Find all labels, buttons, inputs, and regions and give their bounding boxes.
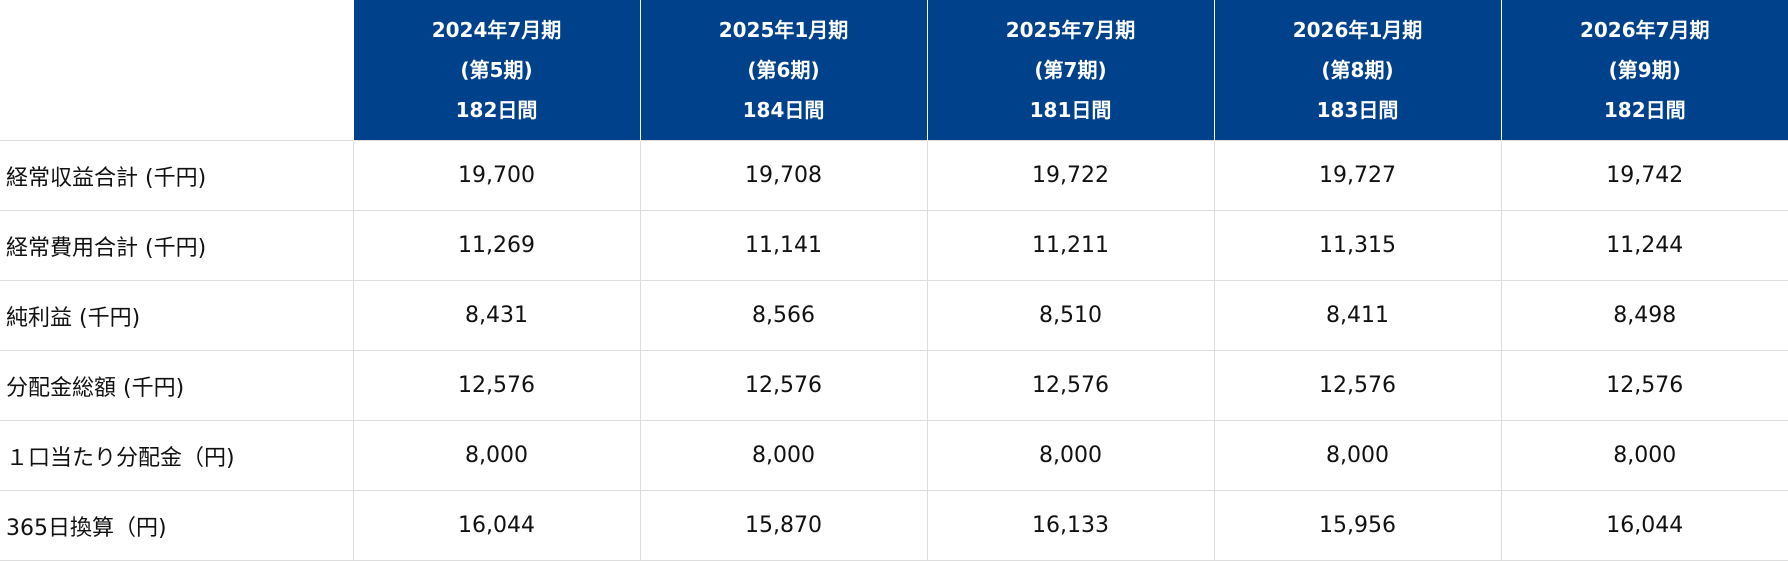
cell-value: 11,211 bbox=[926, 210, 1215, 281]
cell-value: 19,742 bbox=[1500, 140, 1788, 211]
header-term: (第7期) bbox=[1034, 58, 1107, 82]
header-period: 2024年7月期 bbox=[431, 18, 562, 42]
row-label: 純利益 (千円) bbox=[0, 280, 354, 351]
cell-value: 11,244 bbox=[1500, 210, 1788, 281]
cell-value: 11,315 bbox=[1213, 210, 1502, 281]
header-row: 2024年7月期 (第5期) 182日間 2025年1月期 (第6期) 184日間 2025… bbox=[0, 0, 1788, 141]
row-label: 分配金総額 (千円) bbox=[0, 350, 354, 421]
table-row: 分配金総額 (千円) 12,576 12,576 12,576 12,576 12,576 bbox=[0, 350, 1788, 421]
cell-value: 8,566 bbox=[639, 280, 928, 351]
header-period: 2025年7月期 bbox=[1005, 18, 1136, 42]
cell-value: 12,576 bbox=[1213, 350, 1502, 421]
cell-value: 12,576 bbox=[926, 350, 1215, 421]
cell-value: 15,870 bbox=[639, 490, 928, 561]
column-header: 2025年7月期 (第7期) 181日間 bbox=[926, 0, 1214, 141]
cell-value: 8,000 bbox=[639, 420, 928, 491]
column-header: 2026年1月期 (第8期) 183日間 bbox=[1213, 0, 1501, 141]
cell-value: 16,133 bbox=[926, 490, 1215, 561]
header-period: 2026年7月期 bbox=[1579, 18, 1710, 42]
row-label: 365日換算（円) bbox=[0, 490, 354, 561]
header-days: 183日間 bbox=[1316, 98, 1399, 122]
cell-value: 8,498 bbox=[1500, 280, 1788, 351]
cell-value: 19,700 bbox=[352, 140, 641, 211]
row-label: 経常費用合計 (千円) bbox=[0, 210, 354, 281]
cell-value: 12,576 bbox=[1500, 350, 1788, 421]
table-row: 経常費用合計 (千円) 11,269 11,141 11,211 11,315 11,24… bbox=[0, 210, 1788, 281]
cell-value: 15,956 bbox=[1213, 490, 1502, 561]
header-days: 181日間 bbox=[1029, 98, 1112, 122]
cell-value: 12,576 bbox=[352, 350, 641, 421]
corner-cell bbox=[0, 0, 353, 141]
header-days: 182日間 bbox=[455, 98, 538, 122]
column-header: 2025年1月期 (第6期) 184日間 bbox=[639, 0, 927, 141]
cell-value: 11,141 bbox=[639, 210, 928, 281]
cell-value: 8,411 bbox=[1213, 280, 1502, 351]
cell-value: 8,000 bbox=[352, 420, 641, 491]
cell-value: 8,000 bbox=[1213, 420, 1502, 491]
cell-value: 8,000 bbox=[1500, 420, 1788, 491]
row-label: 経常収益合計 (千円) bbox=[0, 140, 354, 211]
row-label: １口当たり分配金（円) bbox=[0, 420, 354, 491]
header-term: (第8期) bbox=[1321, 58, 1394, 82]
cell-value: 19,722 bbox=[926, 140, 1215, 211]
header-term: (第5期) bbox=[460, 58, 533, 82]
cell-value: 19,727 bbox=[1213, 140, 1502, 211]
column-header: 2026年7月期 (第9期) 182日間 bbox=[1500, 0, 1788, 141]
cell-value: 16,044 bbox=[1500, 490, 1788, 561]
table-row: 365日換算（円) 16,044 15,870 16,133 15,956 16,044 bbox=[0, 490, 1788, 561]
table-row: 経常収益合計 (千円) 19,700 19,708 19,722 19,727 19,74… bbox=[0, 140, 1788, 211]
cell-value: 8,431 bbox=[352, 280, 641, 351]
header-term: (第6期) bbox=[747, 58, 820, 82]
column-header: 2024年7月期 (第5期) 182日間 bbox=[352, 0, 640, 141]
header-term: (第9期) bbox=[1608, 58, 1681, 82]
header-period: 2025年1月期 bbox=[718, 18, 849, 42]
cell-value: 8,510 bbox=[926, 280, 1215, 351]
cell-value: 11,269 bbox=[352, 210, 641, 281]
table-row: １口当たり分配金（円) 8,000 8,000 8,000 8,000 8,000 bbox=[0, 420, 1788, 491]
table-row: 純利益 (千円) 8,431 8,566 8,510 8,411 8,498 bbox=[0, 280, 1788, 351]
cell-value: 8,000 bbox=[926, 420, 1215, 491]
header-days: 182日間 bbox=[1603, 98, 1686, 122]
header-days: 184日間 bbox=[742, 98, 825, 122]
header-period: 2026年1月期 bbox=[1292, 18, 1423, 42]
cell-value: 12,576 bbox=[639, 350, 928, 421]
cell-value: 16,044 bbox=[352, 490, 641, 561]
cell-value: 19,708 bbox=[639, 140, 928, 211]
